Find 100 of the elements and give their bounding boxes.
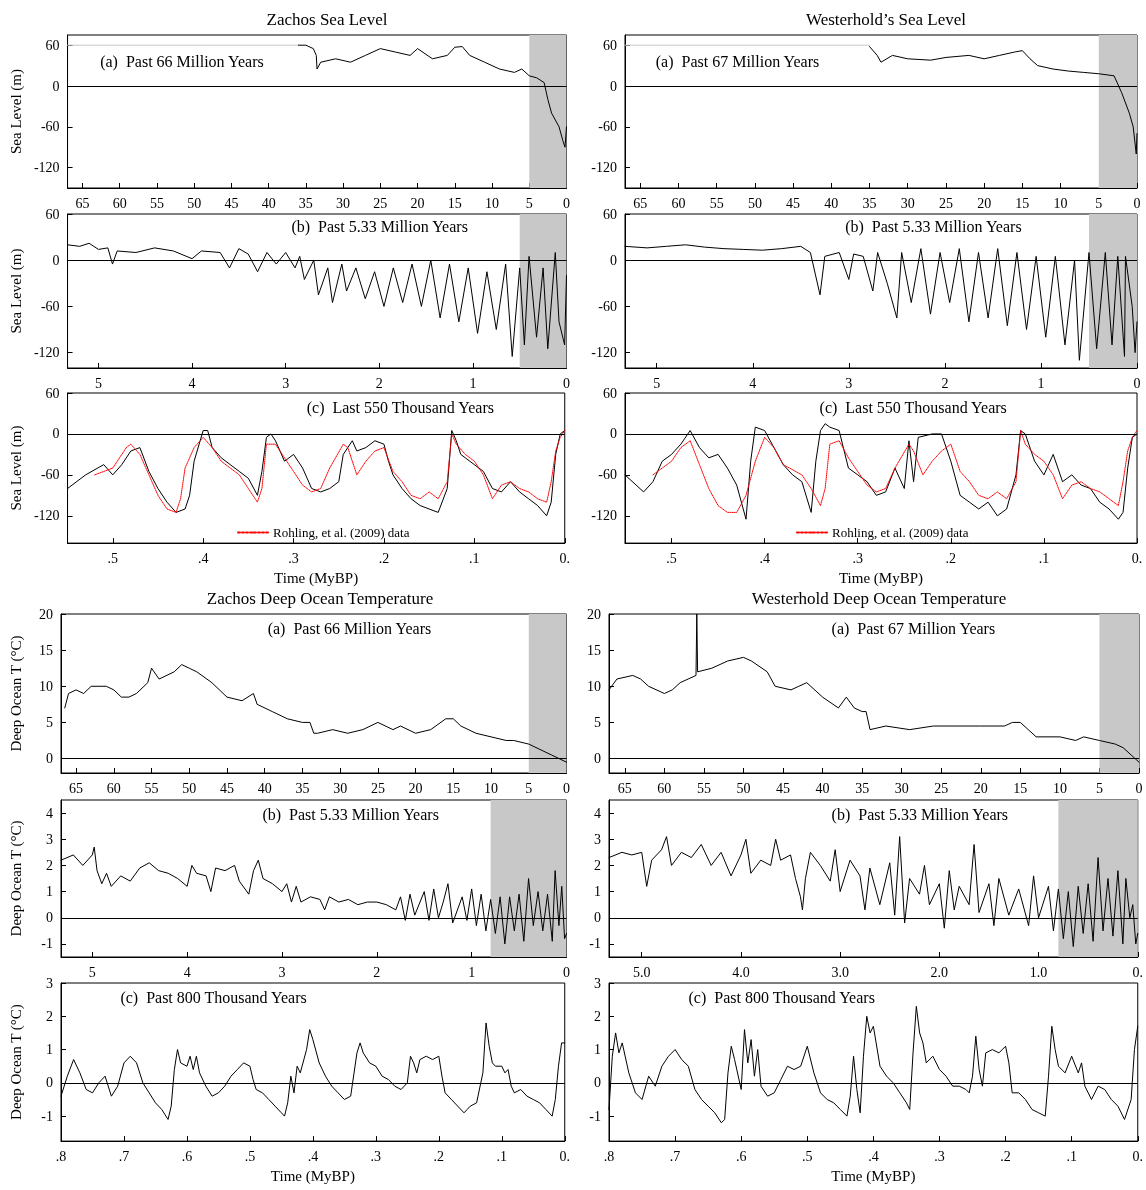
y-tick-label: -60 — [40, 467, 60, 483]
y-tick-label: 0 — [594, 751, 601, 767]
x-tick-label: 5 — [88, 964, 96, 980]
x-tick-label: 0 — [563, 375, 570, 391]
y-tick-label: 0 — [46, 1075, 53, 1091]
y-tick-label: 15 — [39, 642, 53, 658]
x-tick-label: 0 — [1135, 780, 1143, 796]
x-tick-label: 50 — [736, 780, 751, 796]
y-tick-label: 0 — [52, 252, 60, 268]
x-tick-label: 5 — [525, 780, 533, 796]
x-tick-label: 1 — [469, 375, 477, 391]
y-tick-label: -60 — [40, 298, 60, 314]
y-tick-label: -60 — [40, 119, 60, 135]
y-tick-label: 15 — [587, 642, 601, 658]
annotation: (c) Last 550 Thousand Years — [819, 398, 1007, 417]
x-tick-label: 10 — [485, 195, 500, 211]
x-tick-label: .1 — [496, 1148, 508, 1164]
x-tick-label: 65 — [633, 195, 648, 211]
x-tick-label: 45 — [224, 195, 239, 211]
x-tick-label: 30 — [900, 195, 915, 211]
chart-title: Westerhold’s Sea Level — [805, 10, 967, 29]
x-tick-label: 20 — [410, 195, 425, 211]
y-tick-label: 1 — [594, 884, 601, 900]
x-tick-label: 0 — [1133, 195, 1141, 211]
x-tick-label: 3 — [845, 375, 853, 391]
x-tick-label: 0 — [1133, 375, 1141, 391]
y-axis-title: Sea Level (m) — [7, 69, 25, 154]
x-tick-label: 10 — [1052, 780, 1067, 796]
y-tick-label: 60 — [45, 206, 60, 222]
x-tick-label: .6 — [735, 1148, 747, 1164]
y-tick-label: 0 — [594, 1075, 601, 1091]
y-axis-title: Deep Ocean T (°C) — [7, 1004, 25, 1120]
y-tick-label: 4 — [46, 805, 53, 821]
x-tick-label: 0 — [563, 195, 570, 211]
y-tick-label: 2 — [594, 857, 601, 873]
y-axis-title: Deep Ocean T (°C) — [7, 635, 25, 752]
x-tick-label: .3 — [288, 550, 299, 566]
y-tick-label: 1 — [46, 1042, 53, 1058]
annotation: (a) Past 66 Million Years — [100, 52, 264, 71]
y-tick-label: 1 — [594, 1042, 601, 1058]
y-tick-label: 2 — [46, 857, 53, 873]
x-tick-label: 60 — [657, 780, 672, 796]
x-tick-label: 1.0 — [1029, 964, 1048, 980]
x-tick-label: 5.0 — [632, 964, 651, 980]
x-tick-label: 35 — [862, 195, 877, 211]
y-tick-label: -1 — [589, 1108, 601, 1124]
x-tick-label: 20 — [977, 195, 992, 211]
x-tick-label: .2 — [433, 1148, 445, 1164]
x-tick-label: .8 — [55, 1148, 67, 1164]
x-tick-label: 40 — [815, 780, 830, 796]
y-tick-label: 20 — [39, 606, 53, 622]
x-tick-label: .7 — [669, 1148, 681, 1164]
x-tick-label: 5 — [1095, 780, 1103, 796]
x-tick-label: .5 — [244, 1148, 256, 1164]
annotation: (c) Last 550 Thousand Years — [306, 398, 494, 417]
x-tick-label: 1 — [468, 964, 476, 980]
x-tick-label: 25 — [370, 780, 385, 796]
y-tick-label: 60 — [603, 37, 617, 53]
y-axis-title: Sea Level (m) — [7, 248, 25, 334]
annotation: (a) Past 67 Million Years — [831, 619, 996, 638]
x-tick-label: .2 — [945, 550, 957, 566]
x-tick-label: 5 — [525, 195, 533, 211]
x-axis-title: Time (MyBP) — [838, 569, 924, 587]
y-tick-label: 0 — [594, 910, 601, 926]
x-tick-label: 50 — [182, 780, 197, 796]
x-tick-label: 40 — [261, 195, 276, 211]
x-tick-label: 65 — [617, 780, 632, 796]
x-tick-label: 65 — [75, 195, 90, 211]
x-tick-label: 55 — [149, 195, 164, 211]
x-tick-label: 5 — [1095, 195, 1103, 211]
x-tick-label: 45 — [786, 195, 801, 211]
y-tick-label: 3 — [46, 975, 53, 991]
x-tick-label: 60 — [112, 195, 127, 211]
y-tick-label: -60 — [598, 119, 617, 135]
x-tick-label: 35 — [855, 780, 870, 796]
x-tick-label: 40 — [824, 195, 839, 211]
x-tick-label: 20 — [973, 780, 988, 796]
annotation: (a) Past 66 Million Years — [267, 619, 432, 638]
x-tick-label: 0. — [1131, 550, 1143, 566]
x-tick-label: 25 — [934, 780, 949, 796]
x-tick-label: 25 — [938, 195, 953, 211]
x-tick-label: .5 — [666, 550, 677, 566]
y-tick-label: -120 — [33, 508, 60, 524]
y-tick-label: -120 — [591, 508, 617, 524]
y-tick-label: 0 — [610, 78, 617, 94]
x-tick-label: 30 — [336, 195, 351, 211]
y-tick-label: 60 — [45, 37, 60, 53]
x-tick-label: 2 — [373, 964, 381, 980]
x-tick-label: .3 — [934, 1148, 945, 1164]
x-tick-label: .7 — [118, 1148, 130, 1164]
y-tick-label: 3 — [594, 831, 601, 847]
y-tick-label: 0 — [46, 910, 53, 926]
x-tick-label: 1 — [1037, 375, 1045, 391]
x-tick-label: 15 — [446, 780, 461, 796]
x-axis-title: Time (MyBP) — [274, 569, 359, 587]
y-tick-label: -120 — [591, 345, 617, 361]
y-tick-label: 0 — [46, 751, 53, 767]
y-tick-label: 3 — [594, 975, 601, 991]
x-tick-label: .4 — [759, 550, 770, 566]
x-tick-label: 65 — [69, 780, 84, 796]
